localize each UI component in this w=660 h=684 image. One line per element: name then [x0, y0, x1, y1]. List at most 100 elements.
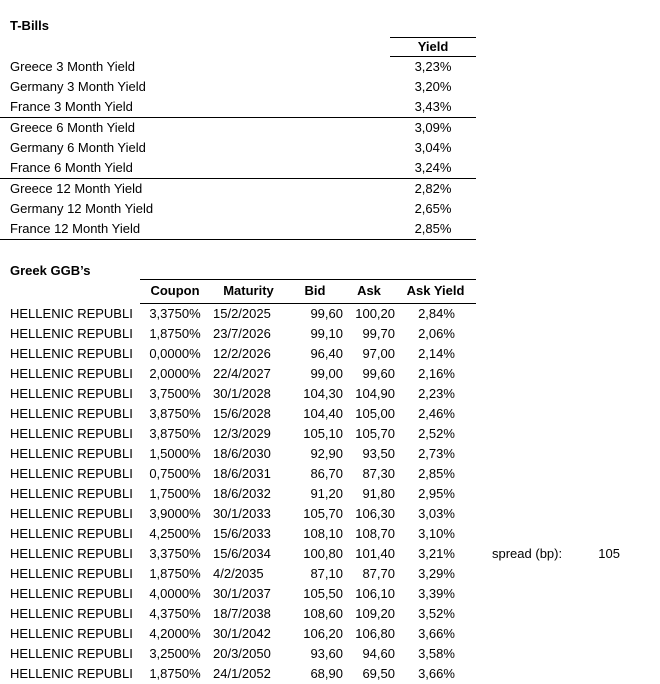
- tbill-yield-value: 2,85%: [414, 221, 452, 236]
- ggb-bond-coupon: 3,3750%: [149, 306, 201, 321]
- ggb-bond-row: HELLENIC REPUBLI 2,0000% 22/4/2027 99,00…: [0, 364, 660, 384]
- ggb-bond-ask: 106,30: [355, 506, 395, 521]
- ggb-bond-bid: 93,60: [310, 646, 343, 661]
- ggb-bond-row: HELLENIC REPUBLI 4,2500% 15/6/2033 108,1…: [0, 524, 660, 544]
- ggb-bond-ask: 94,60: [362, 646, 395, 661]
- ggb-bond-name: HELLENIC REPUBLI: [10, 566, 133, 581]
- ggb-bond-coupon: 3,3750%: [149, 546, 201, 561]
- ggb-bond-maturity: 4/2/2035: [213, 566, 264, 581]
- ggb-bond-maturity: 30/1/2037: [213, 586, 271, 601]
- ggb-bond-ask: 100,20: [355, 306, 395, 321]
- ggb-bond-maturity: 18/7/2038: [213, 606, 271, 621]
- ggb-bond-coupon: 4,2000%: [149, 626, 201, 641]
- ggb-bond-ask-yield: 2,85%: [418, 466, 455, 481]
- ggb-bond-bid: 96,40: [310, 346, 343, 361]
- ggb-bond-row: HELLENIC REPUBLI 1,8750% 24/1/2052 68,90…: [0, 664, 660, 684]
- ggb-bond-bid: 86,70: [310, 466, 343, 481]
- tbills-yield-column-header: Yield: [390, 37, 476, 57]
- tbill-label: Germany 6 Month Yield: [10, 140, 146, 155]
- ggb-bond-coupon: 0,0000%: [149, 346, 201, 361]
- tbill-label: Germany 3 Month Yield: [10, 79, 146, 94]
- tbill-label: Greece 12 Month Yield: [10, 181, 143, 196]
- tbills-group-3month: Greece 3 Month Yield 3,23% Germany 3 Mon…: [0, 57, 476, 118]
- ggb-bond-ask: 108,70: [355, 526, 395, 541]
- ggb-bond-maturity: 20/3/2050: [213, 646, 271, 661]
- ggb-bond-name: HELLENIC REPUBLI: [10, 446, 133, 461]
- ggb-bond-row: HELLENIC REPUBLI 4,2000% 30/1/2042 106,2…: [0, 624, 660, 644]
- ggb-bond-name: HELLENIC REPUBLI: [10, 426, 133, 441]
- ggb-bond-ask-yield: 2,52%: [418, 426, 455, 441]
- ggb-bond-maturity: 18/6/2031: [213, 466, 271, 481]
- ggb-bond-name: HELLENIC REPUBLI: [10, 406, 133, 421]
- ggb-bond-name: HELLENIC REPUBLI: [10, 306, 133, 321]
- tbill-row: Greece 6 Month Yield 3,09%: [0, 118, 476, 138]
- ggb-bond-ask: 87,70: [362, 566, 395, 581]
- ggb-bond-ask: 69,50: [362, 666, 395, 681]
- ggb-bond-coupon: 0,7500%: [149, 466, 201, 481]
- ggb-bond-row: HELLENIC REPUBLI 0,0000% 12/2/2026 96,40…: [0, 344, 660, 364]
- tbill-yield-value: 3,23%: [414, 59, 452, 74]
- ggb-bond-coupon: 1,7500%: [149, 486, 201, 501]
- ggb-bond-coupon: 4,2500%: [149, 526, 201, 541]
- ggb-bond-coupon: 2,0000%: [149, 366, 201, 381]
- ggb-bond-ask: 106,80: [355, 626, 395, 641]
- ggb-bond-row: HELLENIC REPUBLI 0,7500% 18/6/2031 86,70…: [0, 464, 660, 484]
- ggb-bond-maturity: 30/1/2042: [213, 626, 271, 641]
- ggb-bond-bid: 99,00: [310, 366, 343, 381]
- tbill-row: Germany 6 Month Yield 3,04%: [0, 138, 476, 158]
- ggb-bond-bid: 105,10: [303, 426, 343, 441]
- ggb-header-ask-yield: Ask Yield: [406, 283, 465, 298]
- ggb-bond-row: HELLENIC REPUBLI 3,2500% 20/3/2050 93,60…: [0, 644, 660, 664]
- tbill-label: France 3 Month Yield: [10, 99, 133, 114]
- ggb-bond-ask-yield: 2,16%: [418, 366, 455, 381]
- ggb-bond-bid: 92,90: [310, 446, 343, 461]
- ggb-bond-name: HELLENIC REPUBLI: [10, 626, 133, 641]
- ggb-bond-bid: 100,80: [303, 546, 343, 561]
- ggb-bond-row: HELLENIC REPUBLI 1,5000% 18/6/2030 92,90…: [0, 444, 660, 464]
- ggb-bond-ask-yield: 3,66%: [418, 666, 455, 681]
- ggb-bond-bid: 87,10: [310, 566, 343, 581]
- tbill-yield-value: 2,65%: [414, 201, 452, 216]
- ggb-bond-ask-yield: 2,46%: [418, 406, 455, 421]
- ggb-bond-ask-yield: 2,06%: [418, 326, 455, 341]
- tbill-label: France 6 Month Yield: [10, 160, 133, 175]
- tbill-row: Greece 12 Month Yield 2,82%: [0, 179, 476, 199]
- spread-bp-value: 105: [598, 546, 620, 561]
- ggb-bond-coupon: 3,8750%: [149, 426, 201, 441]
- ggb-bond-ask-yield: 3,66%: [418, 626, 455, 641]
- tbill-yield-value: 2,82%: [414, 181, 452, 196]
- ggb-bond-maturity: 12/2/2026: [213, 346, 271, 361]
- ggb-bond-maturity: 30/1/2033: [213, 506, 271, 521]
- tbills-table: Greece 3 Month Yield 3,23% Germany 3 Mon…: [0, 57, 476, 240]
- ggb-bond-name: HELLENIC REPUBLI: [10, 366, 133, 381]
- tbill-yield-value: 3,09%: [414, 120, 452, 135]
- ggb-bond-row: HELLENIC REPUBLI 4,0000% 30/1/2037 105,5…: [0, 584, 660, 604]
- ggb-bond-ask-yield: 2,95%: [418, 486, 455, 501]
- ggb-bond-name: HELLENIC REPUBLI: [10, 526, 133, 541]
- ggb-bond-ask-yield: 3,29%: [418, 566, 455, 581]
- ggb-bond-ask: 93,50: [362, 446, 395, 461]
- ggb-bond-name: HELLENIC REPUBLI: [10, 346, 133, 361]
- ggb-header-coupon: Coupon: [150, 283, 200, 298]
- ggb-bond-ask: 97,00: [362, 346, 395, 361]
- ggb-bond-ask-yield: 2,14%: [418, 346, 455, 361]
- ggb-bond-row: HELLENIC REPUBLI 3,3750% 15/6/2034 100,8…: [0, 544, 660, 564]
- ggb-bond-row: HELLENIC REPUBLI 3,8750% 15/6/2028 104,4…: [0, 404, 660, 424]
- ggb-bond-row: HELLENIC REPUBLI 1,7500% 18/6/2032 91,20…: [0, 484, 660, 504]
- ggb-bond-maturity: 15/6/2028: [213, 406, 271, 421]
- ggb-bond-row: HELLENIC REPUBLI 1,8750% 4/2/2035 87,10 …: [0, 564, 660, 584]
- ggb-bond-coupon: 3,8750%: [149, 406, 201, 421]
- ggb-bond-maturity: 18/6/2030: [213, 446, 271, 461]
- ggb-bond-ask-yield: 3,39%: [418, 586, 455, 601]
- ggb-bond-ask-yield: 3,10%: [418, 526, 455, 541]
- ggb-bond-bid: 104,40: [303, 406, 343, 421]
- ggb-bond-maturity: 23/7/2026: [213, 326, 271, 341]
- ggb-bond-bid: 104,30: [303, 386, 343, 401]
- tbill-label: Germany 12 Month Yield: [10, 201, 154, 216]
- ggb-bond-maturity: 18/6/2032: [213, 486, 271, 501]
- tbill-row: Greece 3 Month Yield 3,23%: [0, 57, 476, 77]
- ggb-bond-ask-yield: 2,84%: [418, 306, 455, 321]
- ggb-bond-bid: 106,20: [303, 626, 343, 641]
- ggb-bond-name: HELLENIC REPUBLI: [10, 586, 133, 601]
- ggb-header-maturity: Maturity: [223, 283, 274, 298]
